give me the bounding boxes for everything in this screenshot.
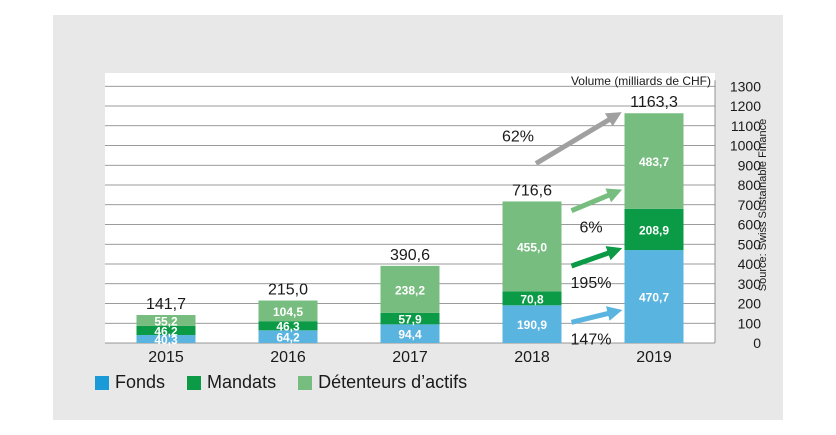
bar-segment <box>136 315 196 326</box>
y-axis: 0 100 200 300 400 500 600 700 800 900 1000 1100 1200… <box>714 78 762 351</box>
y-tick-label: 100 <box>738 315 762 331</box>
bar-total-label: 215,0 <box>268 282 308 299</box>
y-tick-label: 1300 <box>730 78 761 94</box>
bar-total-label: 390,6 <box>390 247 430 264</box>
bar-segment <box>380 324 440 343</box>
y-tick-label: 900 <box>738 157 762 173</box>
bar-value-label: 455,0 <box>517 240 547 254</box>
x-tick-label: 2018 <box>514 349 550 366</box>
x-tick-label: 2016 <box>270 349 306 366</box>
bar-total-label: 716,6 <box>512 182 552 199</box>
legend-swatch-fonds <box>95 375 109 390</box>
bars <box>136 113 684 343</box>
x-tick-label: 2019 <box>636 349 672 366</box>
y-axis-title: Volume (milliards de CHF) <box>571 74 711 88</box>
legend-item-fonds: Fonds <box>95 372 165 393</box>
bar-total-label: 1163,3 <box>630 94 678 111</box>
x-tick-label: 2015 <box>148 349 184 366</box>
bar-value-label: 46,3 <box>276 320 300 334</box>
bar-segment <box>136 335 196 343</box>
bar-value-label: 208,9 <box>639 223 669 237</box>
bar-total-label: 141,7 <box>146 296 186 313</box>
growth-label: 62% <box>502 128 534 145</box>
chart-panel: 40,3 46,2 55,2 64,2 46,3 104,5 94,4 57,9 238,2 19… <box>53 15 783 420</box>
bar-value-label: 190,9 <box>517 318 547 332</box>
growth-arrow <box>570 246 623 269</box>
x-axis: 2015 2016 2017 2018 2019 <box>148 349 672 366</box>
legend-label: Détenteurs d’actifs <box>318 372 468 392</box>
legend-label: Fonds <box>115 372 166 392</box>
y-tick-label: 1200 <box>730 98 761 114</box>
bar-value-label: 94,4 <box>398 328 422 342</box>
growth-arrow <box>570 306 623 325</box>
y-tick-label: 600 <box>738 217 762 233</box>
bar-value-label: 470,7 <box>639 291 669 305</box>
bar-value-label: 40,3 <box>154 333 178 347</box>
bar-value-label: 483,7 <box>639 155 669 169</box>
bar-segment <box>502 201 562 292</box>
bar-value-label: 57,9 <box>398 313 422 327</box>
bar-value-label: 55,2 <box>154 314 178 328</box>
legend-item-detenteurs: Détenteurs d’actifs <box>298 372 467 393</box>
legend-swatch-mandats <box>187 375 202 390</box>
growth-label: 6% <box>579 220 602 237</box>
legend-item-mandats: Mandats <box>187 372 276 393</box>
y-tick-label: 1000 <box>730 138 761 154</box>
bar-segment <box>624 113 684 209</box>
source-note: Source: Swiss Sustainable Finance <box>757 119 769 291</box>
y-tick-label: 800 <box>738 177 762 193</box>
bar-value-label: 70,8 <box>520 292 544 306</box>
y-tick-label: 0 <box>753 335 761 351</box>
bar-segment <box>380 265 440 313</box>
bar-value-label: 46,2 <box>154 324 178 338</box>
bar-segment <box>258 300 318 322</box>
legend-swatch-detenteurs <box>298 375 313 390</box>
y-tick-label: 200 <box>738 296 762 312</box>
y-tick-label: 300 <box>738 276 762 292</box>
y-tick-label: 700 <box>738 197 762 213</box>
bar-segment <box>258 321 318 331</box>
growth-arrow <box>534 112 622 166</box>
bar-segment <box>624 208 684 251</box>
bar-value-label: 64,2 <box>276 331 300 345</box>
growth-label: 147% <box>571 331 612 348</box>
growth-arrow <box>570 188 623 213</box>
growth-arrows: 62% 6% 195% 147% <box>502 112 623 348</box>
bar-value-label: 238,2 <box>395 283 425 297</box>
bar-segment <box>624 250 684 343</box>
growth-label: 195% <box>571 275 612 292</box>
y-tick-label: 1100 <box>731 118 761 134</box>
y-tick-label: 500 <box>738 236 762 252</box>
bar-segment <box>136 325 196 336</box>
y-tick-label: 400 <box>738 256 762 272</box>
bar-segment <box>502 291 562 306</box>
x-tick-label: 2017 <box>392 349 428 366</box>
bar-value-label: 104,5 <box>273 305 303 319</box>
bar-segment <box>380 312 440 325</box>
bar-total-labels: 141,7 215,0 390,6 716,6 1163,3 <box>146 94 678 313</box>
legend: Fonds Mandats Détenteurs d’actifs <box>95 372 489 393</box>
legend-label: Mandats <box>207 372 277 392</box>
bar-segment <box>258 330 318 343</box>
bar-segment <box>502 305 562 343</box>
